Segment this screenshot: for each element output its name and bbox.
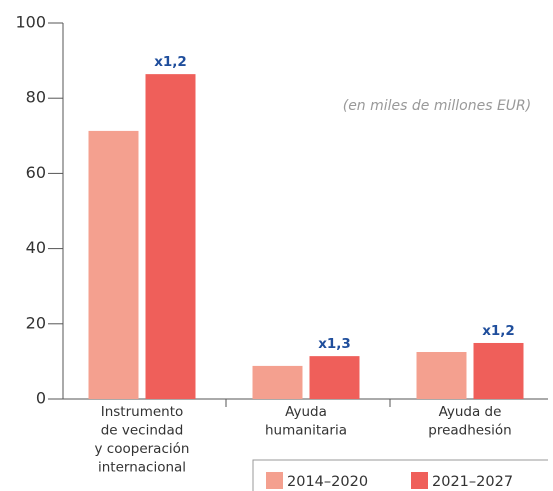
x-tick-label: Instrumento bbox=[101, 404, 184, 420]
x-tick-label: de vecindad bbox=[101, 423, 184, 439]
legend-swatch bbox=[266, 472, 283, 489]
bar bbox=[252, 365, 303, 399]
x-tick-label: y cooperación bbox=[95, 441, 190, 457]
y-tick-label: 20 bbox=[26, 313, 46, 332]
x-tick-label: Ayuda de bbox=[439, 404, 502, 420]
legend-label: 2021–2027 bbox=[432, 474, 513, 490]
y-tick-label: 60 bbox=[26, 163, 46, 182]
bar bbox=[416, 352, 467, 399]
bar bbox=[145, 74, 196, 400]
annotation: x1,3 bbox=[318, 336, 351, 352]
bar bbox=[473, 342, 524, 399]
y-tick-label: 0 bbox=[36, 389, 46, 408]
chart-subtitle: (en miles de millones EUR) bbox=[343, 98, 532, 114]
y-tick-label: 40 bbox=[26, 238, 46, 257]
bar bbox=[309, 356, 360, 399]
y-tick-label: 100 bbox=[15, 13, 46, 32]
y-tick-label: 80 bbox=[26, 88, 46, 107]
annotation: x1,2 bbox=[154, 54, 187, 70]
legend-swatch bbox=[411, 472, 428, 489]
x-tick-label: internacional bbox=[98, 460, 186, 476]
annotation: x1,2 bbox=[482, 323, 515, 339]
legend-label: 2014–2020 bbox=[287, 474, 368, 490]
x-tick-label: humanitaria bbox=[265, 423, 347, 439]
x-tick-label: preadhesión bbox=[428, 423, 511, 439]
legend-frame bbox=[252, 459, 548, 491]
bar bbox=[88, 130, 139, 400]
x-tick-label: Ayuda bbox=[285, 404, 327, 420]
